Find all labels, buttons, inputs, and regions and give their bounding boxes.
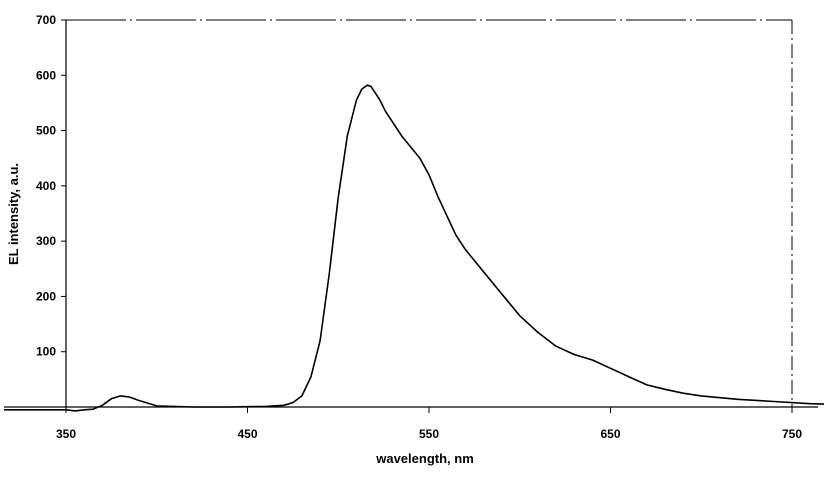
y-tick-label: 100 [36,345,56,359]
x-tick-label: 550 [419,427,439,441]
x-axis-ticks: 350 450 550 650 750 [56,407,802,441]
y-axis-ticks: 100 200 300 400 500 600 700 [36,13,66,359]
series-line-1 [4,84,824,412]
y-tick-label: 700 [36,13,56,27]
x-tick-label: 650 [600,427,620,441]
y-tick-label: 400 [36,179,56,193]
series-layer [4,84,824,412]
y-tick-label: 300 [36,234,56,248]
x-axis-label: wavelength, nm [375,451,474,466]
plot-area [4,19,818,408]
x-tick-label: 750 [782,427,802,441]
y-tick-label: 500 [36,124,56,138]
y-tick-label: 600 [36,68,56,82]
x-tick-label: 350 [56,427,76,441]
y-axis-label: EL intensity, a.u. [6,163,21,265]
x-tick-label: 450 [237,427,257,441]
y-tick-label: 200 [36,289,56,303]
